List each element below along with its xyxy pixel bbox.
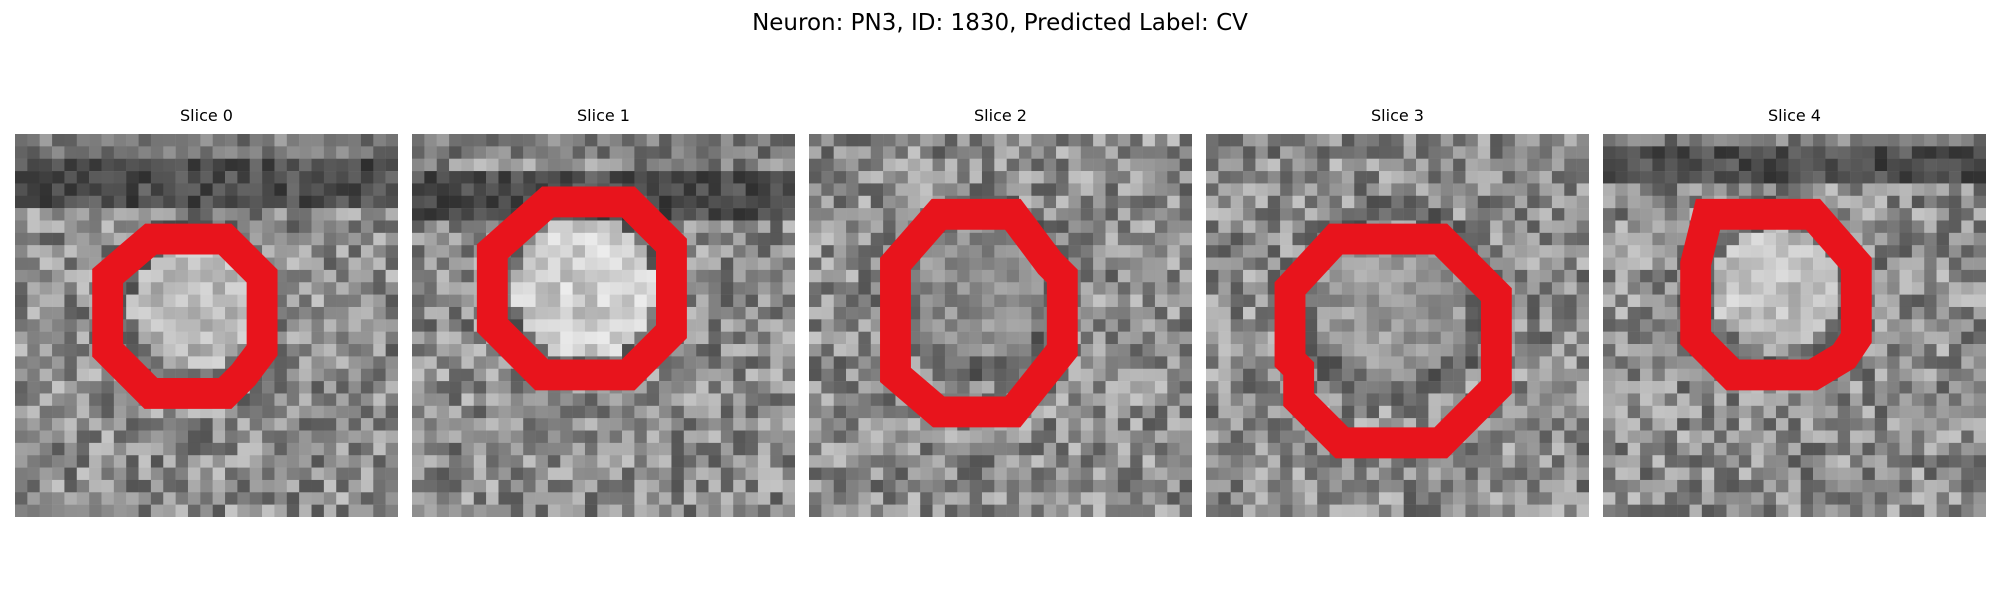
slice-title: Slice 1 [412,106,795,126]
slice-image-4 [1603,134,1986,517]
slice-image-3 [1206,134,1589,517]
slice-image-1 [412,134,795,517]
figure-title: Neuron: PN3, ID: 1830, Predicted Label: … [0,8,2000,38]
slice-title: Slice 2 [809,106,1192,126]
slice-image-0 [15,134,398,517]
slice-image-2 [809,134,1192,517]
slice-title: Slice 0 [15,106,398,126]
slice-title: Slice 3 [1206,106,1589,126]
slice-title: Slice 4 [1603,106,1986,126]
